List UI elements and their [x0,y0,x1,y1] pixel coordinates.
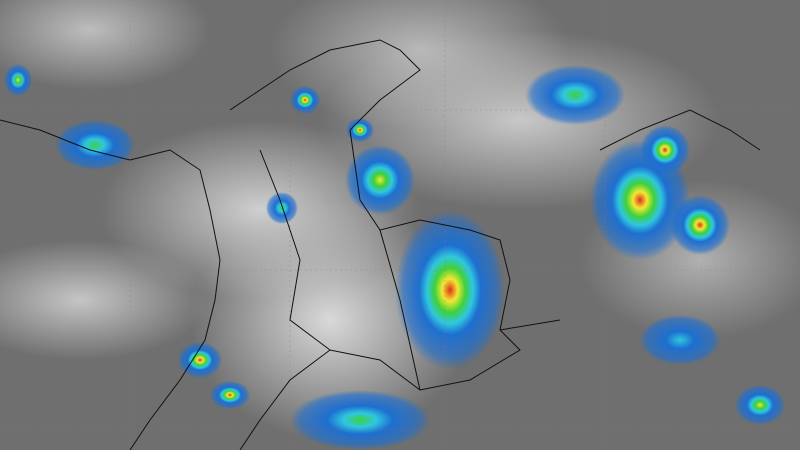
storm-cell [290,86,320,114]
storm-cell [210,381,250,409]
storm-cell [55,120,135,170]
storm-cell [395,210,505,370]
storm-cell [640,315,720,365]
storm-cell [670,195,730,255]
storm-cell [266,192,298,224]
storm-cell [735,385,785,425]
storm-cell [640,125,690,175]
storm-cell [290,390,430,450]
storm-cell [525,65,625,125]
storm-cell [4,64,32,96]
